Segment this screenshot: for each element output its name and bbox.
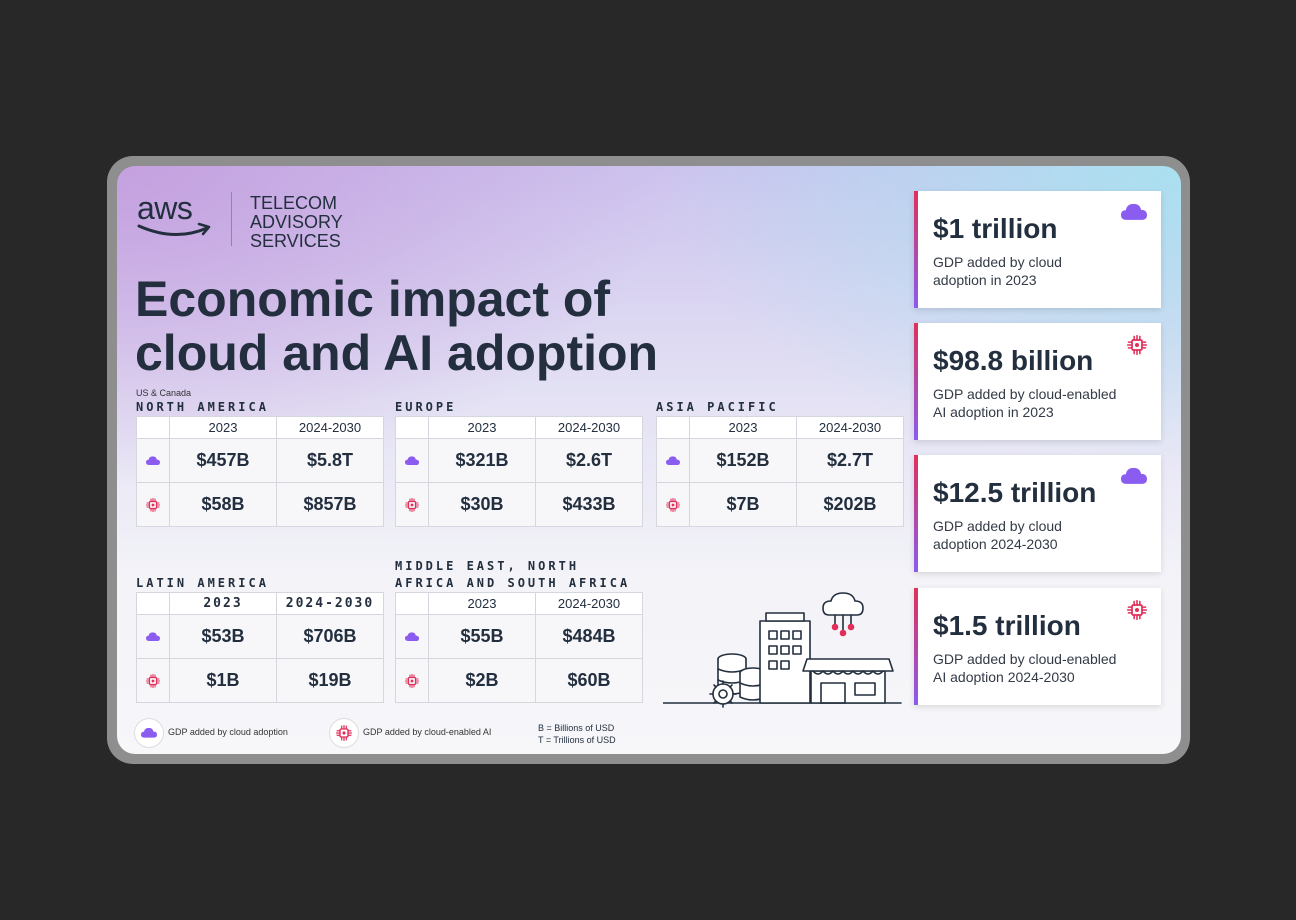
region-name: LATIN AMERICA: [136, 576, 269, 590]
stat-value: $1 trillion: [933, 213, 1058, 244]
region-europe: EUROPE 2023 2024-2030 $321B $2.6T $30B $433…: [395, 388, 643, 527]
cloud-icon: [1121, 203, 1147, 220]
region-name: NORTH AMERICA: [136, 400, 269, 414]
ai-chip-icon: [405, 673, 419, 688]
stat-card: $98.8 billion GDP added by cloud-enabled…: [914, 323, 1161, 440]
stat-value: $1.5 trillion: [933, 610, 1081, 641]
units-legend: B = Billions of USD T = Trillions of USD: [538, 723, 616, 745]
ai-chip-icon: [146, 673, 160, 688]
aws-smile-icon: [137, 222, 211, 237]
region-subtitle: [136, 564, 384, 575]
stat-description: GDP added by cloud-enabled AI adoption 2…: [933, 651, 1117, 685]
region-name-line: AFRICA AND SOUTH AFRICA: [395, 576, 631, 590]
legend-cloud-badge: [135, 719, 163, 747]
region-name-line: MIDDLE EAST, NORTH: [395, 559, 580, 573]
division-name: TELECOM ADVISORY SERVICES: [250, 193, 343, 251]
region-latin-america: LATIN AMERICA 2023 2024-2030 $53B $706B $1…: [136, 564, 384, 703]
region-table: 2023 2024-2030 $55B $484B $2B $60B: [395, 592, 643, 703]
region-name: EUROPE: [395, 400, 457, 414]
region-table: 2023 2024-2030 $321B $2.6T $30B $433B: [395, 416, 643, 527]
stat-card: $1 trillion GDP added by cloud adoption …: [914, 191, 1161, 308]
cloud-icon: [666, 456, 680, 465]
region-middle-east-africa: MIDDLE EAST, NORTH AFRICA AND SOUTH AFRI…: [395, 558, 643, 703]
region-table: 2023 2024-2030 $53B $706B $1B $19B: [136, 592, 384, 703]
infographic-card: aws TELECOM ADVISORY SERVICES Economic i…: [117, 166, 1181, 754]
stat-card: $12.5 trillion GDP added by cloud adopti…: [914, 455, 1161, 572]
cloud-icon: [1121, 467, 1147, 484]
region-north-america: US & Canada NORTH AMERICA 2023 2024-2030 …: [136, 388, 384, 527]
ai-chip-icon: [1127, 335, 1147, 355]
ai-chip-icon: [146, 497, 160, 512]
city-cloud-illustration: [663, 592, 902, 708]
logo-divider: [231, 192, 232, 246]
stat-accent-bar: [914, 588, 918, 705]
stat-description: GDP added by cloud adoption 2024-2030: [933, 518, 1062, 552]
region-table: 2023 2024-2030 $152B $2.7T $7B $202B: [656, 416, 904, 527]
cloud-icon: [405, 632, 419, 641]
aws-logo-text: aws: [137, 190, 193, 226]
cloud-icon: [141, 727, 157, 738]
stat-description: GDP added by cloud-enabled AI adoption i…: [933, 386, 1117, 420]
region-table: 2023 2024-2030 $457B $5.8T $58B $857B: [136, 416, 384, 527]
stat-accent-bar: [914, 191, 918, 308]
region-name: ASIA PACIFIC: [656, 400, 779, 414]
ai-chip-icon: [336, 725, 352, 741]
ai-chip-icon: [405, 497, 419, 512]
cloud-icon: [405, 456, 419, 465]
cloud-icon: [146, 456, 160, 465]
region-subtitle: [395, 388, 643, 399]
stat-description: GDP added by cloud adoption in 2023: [933, 254, 1062, 288]
stat-accent-bar: [914, 455, 918, 572]
ai-chip-icon: [1127, 600, 1147, 620]
page-title: Economic impact of cloud and AI adoption: [135, 271, 659, 381]
stat-accent-bar: [914, 323, 918, 440]
stat-value: $98.8 billion: [933, 345, 1094, 376]
region-subtitle: US & Canada: [136, 388, 192, 398]
legend-ai-label: GDP added by cloud-enabled AI: [363, 727, 492, 737]
region-subtitle: [656, 388, 904, 399]
stat-card: $1.5 trillion GDP added by cloud-enabled…: [914, 588, 1161, 705]
stat-value: $12.5 trillion: [933, 477, 1097, 508]
legend-cloud-label: GDP added by cloud adoption: [168, 727, 288, 737]
legend-ai-badge: [330, 719, 358, 747]
region-asia-pacific: ASIA PACIFIC 2023 2024-2030 $152B $2.7T $7…: [656, 388, 904, 527]
cloud-icon: [146, 632, 160, 641]
ai-chip-icon: [666, 497, 680, 512]
